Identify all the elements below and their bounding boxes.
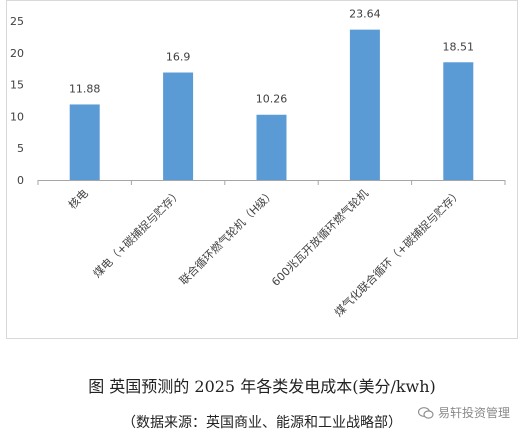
figure-source: （数据来源：英国商业、能源和工业战略部）	[122, 415, 402, 431]
watermark-text: 易轩投资管理	[437, 406, 510, 420]
y-tick-label: 15	[10, 79, 24, 92]
figure-title: 图 英国预测的 2025 年各类发电成本(美分/kwh)	[88, 377, 436, 396]
y-tick-label: 25	[10, 15, 24, 28]
data-label: 11.88	[69, 82, 101, 95]
bar	[69, 104, 100, 180]
bar	[256, 114, 287, 180]
bar	[163, 72, 194, 180]
data-label: 16.9	[166, 51, 191, 64]
y-tick-label: 5	[17, 142, 24, 155]
data-label: 18.51	[443, 40, 475, 53]
wechat-icon	[417, 406, 434, 419]
y-tick-label: 20	[10, 47, 24, 60]
chart: 051015202511.88核电16.9煤电（+碳捕捉与贮存）10.26联合循…	[6, 0, 518, 339]
bar	[443, 62, 474, 181]
data-label: 10.26	[256, 93, 288, 106]
bar	[349, 29, 380, 181]
y-tick-label: 10	[10, 110, 24, 123]
data-label: 23.64	[349, 8, 381, 21]
watermark: 易轩投资管理	[417, 404, 510, 421]
y-tick-label: 0	[17, 174, 24, 187]
